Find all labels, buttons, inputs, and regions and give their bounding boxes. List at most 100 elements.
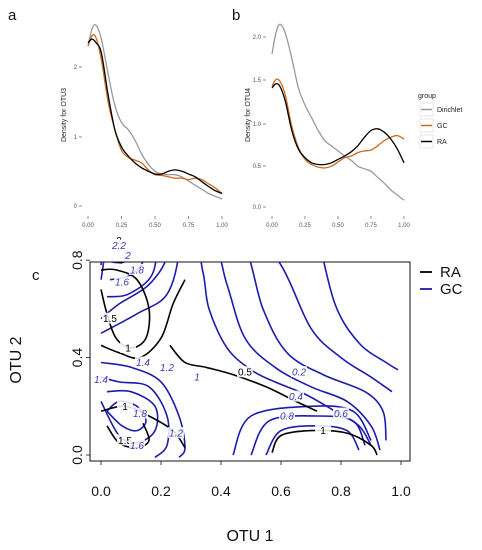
contour-gc-0_4 bbox=[232, 405, 372, 456]
contour-level-label: 1 bbox=[194, 373, 200, 384]
y-tick-label: 2 bbox=[74, 65, 78, 71]
x-tick-label: 0.4 bbox=[211, 483, 231, 499]
contour-gc-0_6 bbox=[249, 262, 387, 441]
x-axis-title: OTU 1 bbox=[226, 528, 273, 545]
x-tick-label: 0.75 bbox=[365, 223, 377, 229]
contour-level-label: 1.5 bbox=[118, 436, 132, 447]
y-axis-title: Density for OTU4 bbox=[245, 88, 252, 142]
contour-level-label: 0.5 bbox=[238, 368, 252, 379]
panel-label-a: a bbox=[8, 7, 17, 24]
contour-level-label: 1.8 bbox=[133, 409, 147, 420]
contour-level-label: 1.2 bbox=[160, 363, 174, 374]
contour-gc-0_6 bbox=[250, 415, 366, 456]
contour-lines bbox=[100, 262, 399, 459]
contour-label-bg bbox=[279, 410, 295, 422]
x-tick-label: 1.0 bbox=[391, 483, 411, 499]
contour-label-bg bbox=[117, 400, 133, 412]
contour-gc-0_4 bbox=[278, 262, 393, 393]
y-tick-label: 1.0 bbox=[253, 122, 262, 128]
x-tick-label: 0.2 bbox=[151, 483, 171, 499]
y-tick-label: 0.4 bbox=[69, 348, 85, 368]
contour-label-bg bbox=[291, 366, 307, 378]
contour-level-label: 0.8 bbox=[280, 412, 294, 423]
contour-label-bg bbox=[120, 249, 136, 261]
contour-level-label: 0.2 bbox=[292, 368, 306, 379]
contour-level-label: 1.4 bbox=[136, 358, 150, 369]
contour-label-bg bbox=[117, 434, 133, 446]
contour-label-bg bbox=[288, 390, 304, 402]
contour-label-bg bbox=[114, 276, 130, 288]
y-tick-label: 1 bbox=[74, 135, 78, 141]
contour-level-label: 1 bbox=[125, 343, 131, 354]
contour-label-bg bbox=[333, 407, 349, 419]
contour-gc-1_2 bbox=[100, 262, 179, 335]
legend-label-gc: GC bbox=[440, 281, 463, 298]
contour-ra-1 bbox=[100, 279, 186, 359]
x-tick-label: 0.50 bbox=[149, 223, 161, 229]
x-tick-label: 0.6 bbox=[271, 483, 291, 499]
contour-level-label: 1 bbox=[320, 426, 326, 437]
contour-level-label: 1.5 bbox=[103, 314, 117, 325]
contour-level-label: 1.6 bbox=[115, 278, 129, 289]
x-tick-label: 0.50 bbox=[332, 223, 344, 229]
contour-label-bg bbox=[111, 239, 127, 251]
x-tick-label: 0.25 bbox=[116, 223, 128, 229]
legend-title: group bbox=[418, 93, 436, 100]
legend-label-ra: RA bbox=[440, 264, 461, 281]
contour-label-bg bbox=[135, 356, 151, 368]
contour-label-bg bbox=[120, 341, 136, 353]
contour-label-bg bbox=[129, 263, 145, 275]
contour-label-bg bbox=[189, 371, 205, 383]
y-tick-label: 0.8 bbox=[69, 250, 85, 270]
contour-panel-c: c OTU 1 OTU 2 0.0 0.2 0.4 0.6 0.8 1.0 0.0 0.4 0.8 2 1… bbox=[8, 234, 463, 545]
contour-level-label: 1.2 bbox=[169, 429, 183, 440]
legend-label-dirichlet: Dirichlet bbox=[437, 107, 462, 114]
density-panel-b: b Density for OTU4 0.00 0.25 0.50 0.75 1.00 0.0… bbox=[232, 7, 462, 229]
panel-label-c: c bbox=[32, 267, 40, 284]
y-tick-label: 1.5 bbox=[253, 78, 262, 84]
density-panel-a: a Density for OTU3 0.00 0.25 0.50 0.75 1.00 0 1 2 bbox=[8, 7, 228, 229]
contour-gc-1_4 bbox=[100, 376, 170, 459]
contour-label-bg bbox=[315, 424, 331, 436]
contour-gc-1_2 bbox=[100, 361, 186, 458]
legend-label-gc: GC bbox=[437, 123, 448, 130]
panel-label-b: b bbox=[232, 7, 240, 24]
x-tick-label: 0.8 bbox=[331, 483, 351, 499]
contour-label-bg bbox=[129, 439, 145, 451]
contour-label-bg bbox=[168, 427, 184, 439]
contour-label-bg bbox=[159, 361, 175, 373]
contour-level-label: 0.4 bbox=[289, 392, 303, 403]
y-tick-label: 2.0 bbox=[253, 35, 262, 41]
contour-level-label: 0.6 bbox=[334, 409, 348, 420]
contour-label-bg bbox=[102, 312, 118, 324]
contour-label-bg bbox=[237, 366, 253, 378]
density-line-dirichlet bbox=[271, 23, 405, 201]
contour-level-label: 1.4 bbox=[94, 375, 108, 386]
contour-level-label: 1 bbox=[122, 402, 128, 413]
x-tick-label: 0.00 bbox=[266, 223, 278, 229]
y-tick-label: 0.0 bbox=[69, 445, 85, 465]
x-tick-label: 0.0 bbox=[91, 483, 111, 499]
contour-level-label: 1.8 bbox=[130, 265, 144, 276]
density-line-ra bbox=[87, 38, 223, 195]
x-tick-label: 1.00 bbox=[216, 223, 228, 229]
density-line-dirichlet bbox=[87, 24, 223, 200]
x-tick-label: 1.00 bbox=[398, 223, 410, 229]
density-line-gc bbox=[271, 78, 405, 169]
contour-level-label: 1.6 bbox=[130, 441, 144, 452]
density-line-ra bbox=[271, 83, 405, 166]
y-axis-title: Density for OTU3 bbox=[61, 88, 68, 142]
y-axis-title: OTU 2 bbox=[8, 336, 25, 383]
x-tick-label: 0.25 bbox=[299, 223, 311, 229]
x-tick-label: 0.75 bbox=[183, 223, 195, 229]
y-tick-label: 0 bbox=[74, 204, 78, 210]
contour-label-bg bbox=[93, 373, 109, 385]
contour-level-label: 2 bbox=[124, 251, 131, 262]
y-tick-label: 0.5 bbox=[253, 164, 262, 170]
contour-level-label: 2.2 bbox=[111, 241, 126, 252]
density-line-gc bbox=[87, 34, 223, 195]
contour-gc-0_8 bbox=[220, 262, 381, 451]
